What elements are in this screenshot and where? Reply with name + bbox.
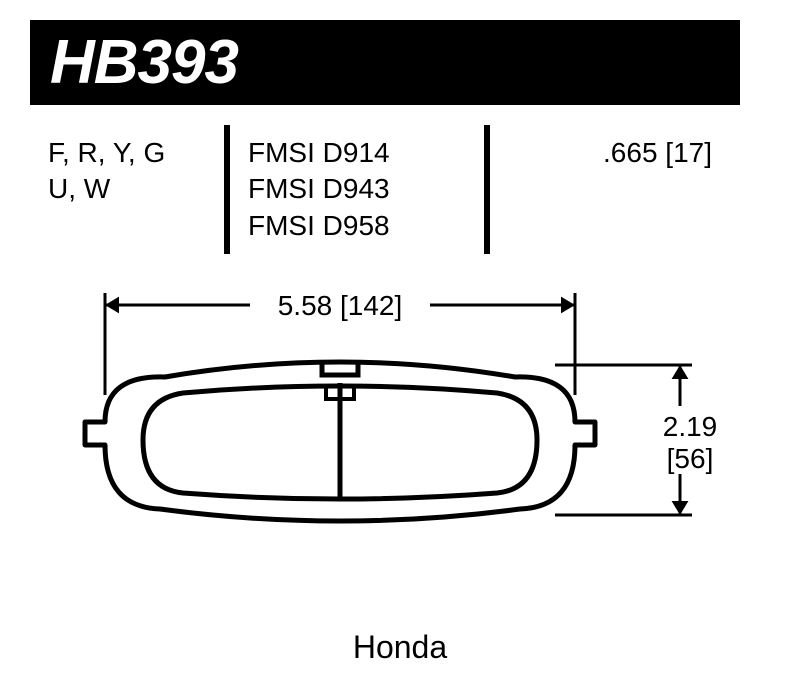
fmsi-1: FMSI D943 — [248, 171, 466, 207]
svg-text:5.58 [142]: 5.58 [142] — [278, 290, 403, 321]
fmsi-col: FMSI D914 FMSI D943 FMSI D958 — [230, 125, 490, 254]
svg-text:2.19: 2.19 — [663, 411, 718, 442]
brake-pad-diagram: 5.58 [142] 2.19[56] — [0, 265, 800, 625]
svg-text:[56]: [56] — [667, 443, 714, 474]
part-number: HB393 — [50, 27, 238, 98]
compounds-line2: U, W — [48, 171, 206, 207]
thickness-col: .665 [17] — [490, 125, 730, 254]
thickness: .665 [17] — [508, 135, 712, 171]
compounds-line1: F, R, Y, G — [48, 135, 206, 171]
brand-label: Honda — [0, 629, 800, 666]
fmsi-2: FMSI D958 — [248, 208, 466, 244]
compounds-col: F, R, Y, G U, W — [30, 125, 230, 254]
header-bar: HB393 — [30, 20, 740, 105]
fmsi-0: FMSI D914 — [248, 135, 466, 171]
spec-row: F, R, Y, G U, W FMSI D914 FMSI D943 FMSI… — [30, 125, 740, 254]
